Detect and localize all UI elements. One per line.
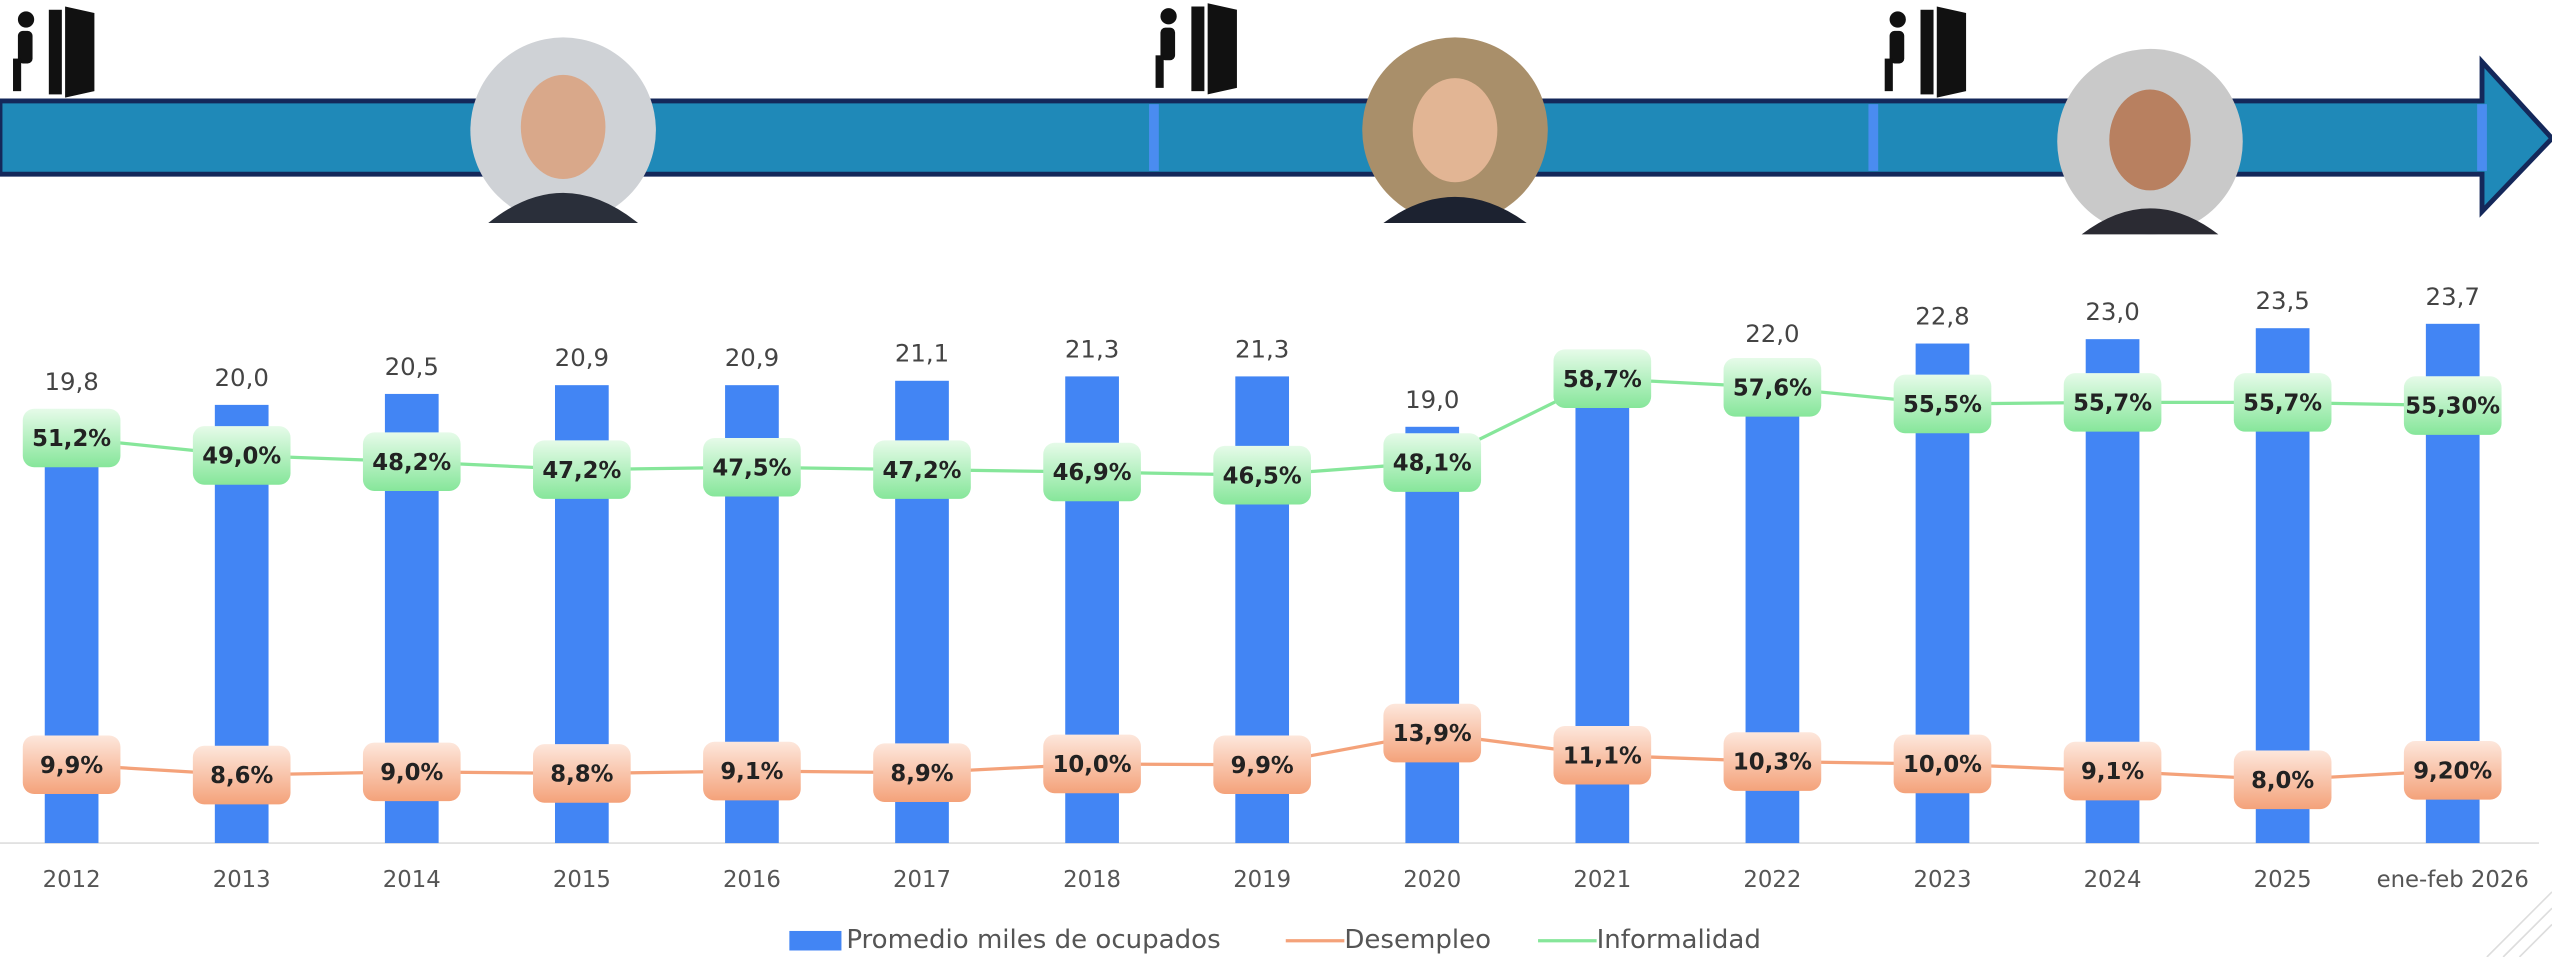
line-value-label: 51,2% <box>32 426 111 452</box>
x-tick-label: 2023 <box>1914 867 1972 893</box>
line-value-label: 57,6% <box>1733 375 1812 401</box>
x-tick-label: 2012 <box>43 867 101 893</box>
bar-value-label: 20,0 <box>215 363 269 392</box>
line-value-label: 55,7% <box>2073 391 2152 417</box>
x-tick-label: 2015 <box>553 867 611 893</box>
line-value-label: 55,7% <box>2243 391 2322 417</box>
legend-label: Promedio miles de ocupados <box>846 925 1220 955</box>
legend-label: Informalidad <box>1597 925 1761 955</box>
x-tick-label: 2024 <box>2084 867 2142 893</box>
bar-value-label: 22,0 <box>1745 319 1799 348</box>
chart: Promedio miles de ocupados Desempleo Infor… <box>0 0 2552 957</box>
bar-value-label: 20,9 <box>725 343 779 372</box>
bar-value-label: 21,1 <box>895 339 949 368</box>
line-value-label: 10,0% <box>1053 752 1132 778</box>
line-value-label: 55,30% <box>2405 394 2500 420</box>
bar-value-label: 23,0 <box>2085 297 2139 326</box>
x-tick-label: 2021 <box>1573 867 1631 893</box>
line-value-label: 9,9% <box>40 753 103 779</box>
x-tick-label: ene-feb 2026 <box>2377 867 2529 893</box>
president-photo <box>470 37 656 223</box>
line-value-label: 11,1% <box>1563 743 1642 769</box>
line-value-label: 55,5% <box>1903 392 1982 418</box>
bar-value-label: 21,3 <box>1235 334 1289 363</box>
x-tick-label: 2019 <box>1233 867 1291 893</box>
x-tick-label: 2013 <box>213 867 271 893</box>
line-value-label: 58,7% <box>1563 367 1642 393</box>
line-value-label: 9,1% <box>720 759 783 785</box>
bar-value-label: 23,7 <box>2426 282 2480 311</box>
bar-value-label: 22,8 <box>1915 301 1969 330</box>
x-tick-label: 2022 <box>1743 867 1801 893</box>
legend: Promedio miles de ocupados Desempleo Infor… <box>789 925 1761 955</box>
x-tick-label: 2018 <box>1063 867 1121 893</box>
bar-value-label: 20,5 <box>385 352 439 381</box>
legend-label: Desempleo <box>1344 925 1491 955</box>
line-value-label: 9,0% <box>380 760 443 786</box>
line-value-label: 10,3% <box>1733 750 1812 776</box>
line-value-label: 49,0% <box>202 444 281 470</box>
bar-value-label: 23,5 <box>2255 286 2309 315</box>
line-value-label: 8,0% <box>2251 768 2314 794</box>
president-photo <box>1362 37 1548 223</box>
line-value-label: 10,0% <box>1903 752 1982 778</box>
x-tick-label: 2025 <box>2254 867 2312 893</box>
bar-value-label: 21,3 <box>1065 334 1119 363</box>
line-value-label: 47,5% <box>712 455 791 481</box>
corner-hatch <box>2487 892 2552 957</box>
line-value-label: 13,9% <box>1393 721 1472 747</box>
line-value-label: 8,6% <box>210 763 273 789</box>
bar-value-label: 19,8 <box>44 367 98 396</box>
line-value-label: 46,9% <box>1053 460 1132 486</box>
x-tick-label: 2017 <box>893 867 951 893</box>
timeline <box>0 3 2552 234</box>
x-tick-label: 2016 <box>723 867 781 893</box>
line-value-label: 48,1% <box>1393 451 1472 477</box>
line-value-label: 47,2% <box>542 458 621 484</box>
x-tick-label: 2020 <box>1403 867 1461 893</box>
line-value-label: 46,5% <box>1223 463 1302 489</box>
bar-value-label: 19,0 <box>1405 385 1459 414</box>
legend-swatch <box>789 931 841 951</box>
line-value-label: 8,8% <box>550 762 613 788</box>
line-value-label: 48,2% <box>372 450 451 476</box>
line-value-label: 9,1% <box>2081 759 2144 785</box>
line-value-label: 8,9% <box>890 761 953 787</box>
x-tick-label: 2014 <box>383 867 441 893</box>
line-value-label: 9,20% <box>2413 758 2492 784</box>
president-photo <box>2057 49 2243 235</box>
line-value-label: 9,9% <box>1231 753 1294 779</box>
bar-value-label: 20,9 <box>555 343 609 372</box>
line-value-label: 47,2% <box>883 458 962 484</box>
